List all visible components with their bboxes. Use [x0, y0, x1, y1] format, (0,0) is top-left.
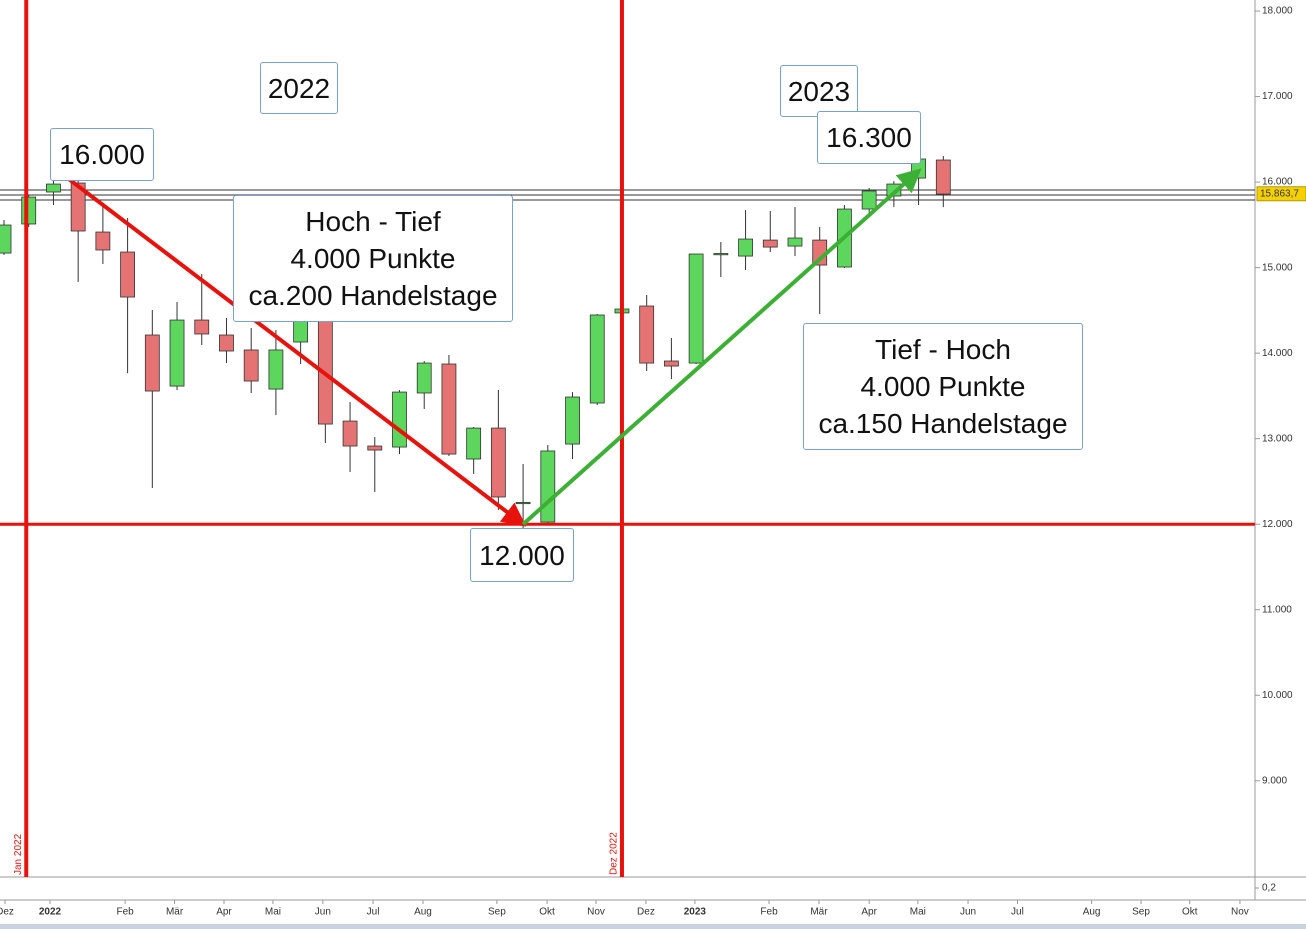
annotation-box: Hoch - Tief 4.000 Punkte ca.200 Handelstag… [233, 195, 513, 322]
candle-body [392, 391, 407, 448]
trend-arrow [54, 167, 527, 527]
candle-body [490, 427, 506, 498]
y-tick-label: 9.000 [1262, 775, 1287, 786]
candle-body [688, 253, 704, 364]
annotation-text: 16.300 [826, 122, 912, 153]
x-tick-label: Jun [960, 907, 976, 918]
last-price-label: 15.863,7 [1260, 188, 1299, 199]
candle-body [317, 308, 333, 425]
x-tick-label: Mär [810, 907, 828, 918]
x-tick-label: Jul [1011, 907, 1024, 918]
annotation-text: Hoch - Tief [305, 206, 441, 237]
candle-body [589, 314, 605, 404]
x-tick-label: Mär [166, 907, 184, 918]
annotation-text: ca.200 Handelstage [248, 280, 498, 311]
candle-body [169, 319, 185, 387]
x-tick-label: Aug [1083, 907, 1101, 918]
annotation-box: 16.300 [817, 111, 921, 164]
candle-body [441, 363, 457, 455]
candle-body [342, 420, 358, 447]
candle-body [565, 396, 580, 445]
x-tick-label: Dez [637, 907, 655, 918]
candle-body [21, 196, 37, 225]
x-tick-label: Mai [265, 907, 281, 918]
y-tick-label: 14.000 [1262, 348, 1293, 359]
x-tick-label: Jun [315, 907, 331, 918]
y-tick-label: 12.000 [1262, 519, 1293, 530]
x-tick-label: 2022 [39, 907, 62, 918]
y-tick-label: 10.000 [1262, 690, 1293, 701]
candle-body [663, 360, 679, 367]
vertical-line-label: Dez 2022 [609, 832, 620, 875]
candle-body [219, 334, 234, 352]
annotation-text: ca.150 Handelstage [818, 408, 1068, 439]
candle-body [194, 319, 210, 335]
y-tick-label: 16.000 [1262, 177, 1293, 188]
annotation-text: 4.000 Punkte [290, 243, 456, 274]
candle-body [787, 237, 803, 247]
last-price-tag [1256, 186, 1306, 202]
candle-body [95, 231, 111, 251]
candle-body [0, 224, 12, 254]
candle-body [738, 238, 753, 257]
annotation-text: 2022 [267, 72, 331, 104]
y-tick-label: 13.000 [1262, 433, 1293, 444]
candle-body [367, 445, 383, 451]
candle-body [144, 334, 160, 392]
x-tick-label: Sep [488, 907, 506, 918]
vertical-line-label: Jan 2022 [13, 833, 24, 875]
x-tick-label: Feb [117, 907, 135, 918]
candle-body [466, 427, 482, 460]
candle-body [416, 362, 432, 394]
y-tick-label: 18.000 [1262, 6, 1293, 17]
status-strip [0, 924, 1306, 929]
x-tick-label: Feb [760, 907, 778, 918]
annotation-text: 12.000 [479, 539, 565, 571]
x-tick-label: Aug [414, 907, 432, 918]
candle-body [70, 182, 86, 232]
x-tick-label: Apr [216, 907, 232, 918]
x-tick-label: Okt [539, 907, 555, 918]
candle-body [861, 190, 877, 210]
lower-panel-label: 0,2 [1262, 883, 1276, 894]
candle-body [639, 305, 655, 364]
candle-body [120, 251, 135, 298]
annotation-text: Tief - Hoch [875, 334, 1011, 365]
annotation-box: 2022 [260, 62, 338, 114]
annotation-box: 2023 [780, 65, 858, 117]
y-tick-label: 11.000 [1262, 604, 1292, 615]
candle-body [243, 349, 259, 382]
x-tick-label: Dez [0, 907, 14, 918]
x-tick-label: Apr [861, 907, 877, 918]
candle-body [46, 183, 61, 193]
x-tick-label: Jul [367, 907, 380, 918]
y-tick-label: 17.000 [1262, 91, 1293, 102]
annotation-box: Tief - Hoch 4.000 Punkte ca.150 Handelstag… [803, 323, 1083, 450]
candle-body [935, 159, 951, 195]
x-tick-label: Nov [1231, 907, 1249, 918]
annotation-text: 4.000 Punkte [860, 371, 1026, 402]
y-tick-label: 15.000 [1262, 262, 1293, 273]
x-tick-label: Mai [910, 907, 926, 918]
annotation-box: 16.000 [50, 128, 154, 181]
x-tick-label: Okt [1182, 907, 1198, 918]
annotation-text: 16.000 [59, 139, 145, 170]
candle-body [268, 349, 284, 390]
annotation-box: 12.000 [470, 528, 574, 582]
x-tick-label: Nov [587, 907, 605, 918]
trend-arrow [521, 168, 922, 526]
candle-body [762, 239, 778, 248]
x-tick-label: Sep [1132, 907, 1150, 918]
candle-body [713, 253, 729, 256]
x-tick-label: 2023 [684, 907, 707, 918]
candle-body [515, 501, 531, 505]
annotation-text: 2023 [787, 75, 851, 107]
candle-body [540, 450, 556, 523]
